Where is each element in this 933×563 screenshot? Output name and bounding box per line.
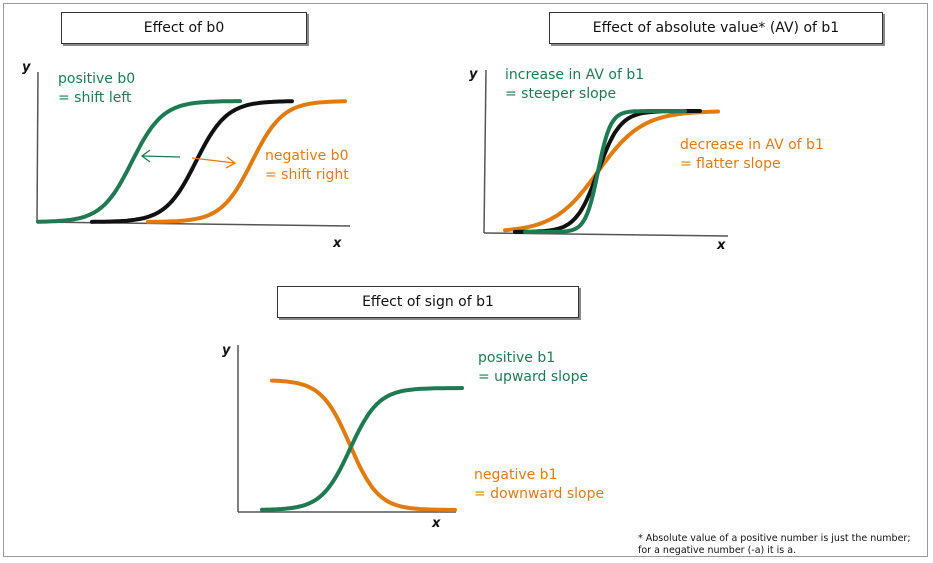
panel2-increase-line1: increase in AV of b1	[505, 67, 645, 83]
panel1-negative-line2: = shift right	[265, 167, 349, 183]
panel3-positive-label: positive b1 = upward slope	[478, 349, 588, 387]
panel1-positive-label: positive b0 = shift left	[58, 70, 135, 108]
panel1-right-arrow	[191, 156, 237, 169]
panel2-title: Effect of absolute value* (AV) of b1	[592, 20, 840, 36]
panel3-y-label: y	[222, 343, 231, 358]
panel1-title-box: Effect of b0	[61, 12, 307, 44]
panel3-negative-line2: = downward slope	[474, 486, 605, 502]
panel1-title: Effect of b0	[143, 20, 225, 36]
panel3-positive-line2: = upward slope	[478, 369, 589, 385]
panel2-y-label: y	[469, 67, 478, 82]
panel3-green-curve	[260, 386, 464, 512]
panel1-negative-line1: negative b0	[265, 148, 349, 164]
panel2-title-box: Effect of absolute value* (AV) of b1	[549, 12, 883, 44]
panel1-positive-line2: = shift left	[58, 90, 132, 106]
panel1-green-curve	[36, 99, 242, 224]
figure-frame	[3, 3, 928, 557]
footnote-line1: * Absolute value of a positive number is…	[638, 533, 911, 544]
panel2-decrease-line2: = flatter slope	[680, 156, 781, 172]
panel1-orange-curve	[146, 99, 347, 224]
panel1-negative-label: negative b0 = shift right	[265, 147, 349, 185]
panel3-x-label: x	[432, 516, 441, 531]
panel2-decrease-label: decrease in AV of b1 = flatter slope	[680, 136, 824, 174]
panel3-orange-curve	[270, 378, 457, 512]
panel3-title: Effect of sign of b1	[362, 294, 494, 310]
panel1-left-arrow	[140, 149, 181, 163]
footnote: * Absolute value of a positive number is…	[638, 533, 911, 557]
panel2-decrease-line1: decrease in AV of b1	[680, 137, 824, 153]
panel1-positive-line1: positive b0	[58, 71, 136, 87]
panel1-y-label: y	[22, 60, 31, 75]
panel1-y-axis	[36, 71, 39, 223]
panel3-negative-label: negative b1 = downward slope	[474, 466, 604, 504]
footnote-line2: for a negative number (-a) it is a.	[638, 545, 797, 556]
panel3-positive-line1: positive b1	[478, 350, 556, 366]
panel2-increase-label: increase in AV of b1 = steeper slope	[505, 66, 644, 104]
panel3-negative-line1: negative b1	[474, 467, 558, 483]
panel2-y-axis	[483, 69, 487, 234]
panel1-x-label: x	[333, 236, 342, 251]
panel2-increase-line2: = steeper slope	[505, 86, 617, 102]
panel2-green-curve	[523, 109, 687, 234]
panel1-x-axis	[36, 221, 351, 227]
panel2-x-label: x	[717, 238, 726, 253]
panel3-title-box: Effect of sign of b1	[277, 286, 579, 318]
panel2-orange-curve	[503, 109, 720, 233]
panel1-black-curve	[90, 99, 294, 224]
